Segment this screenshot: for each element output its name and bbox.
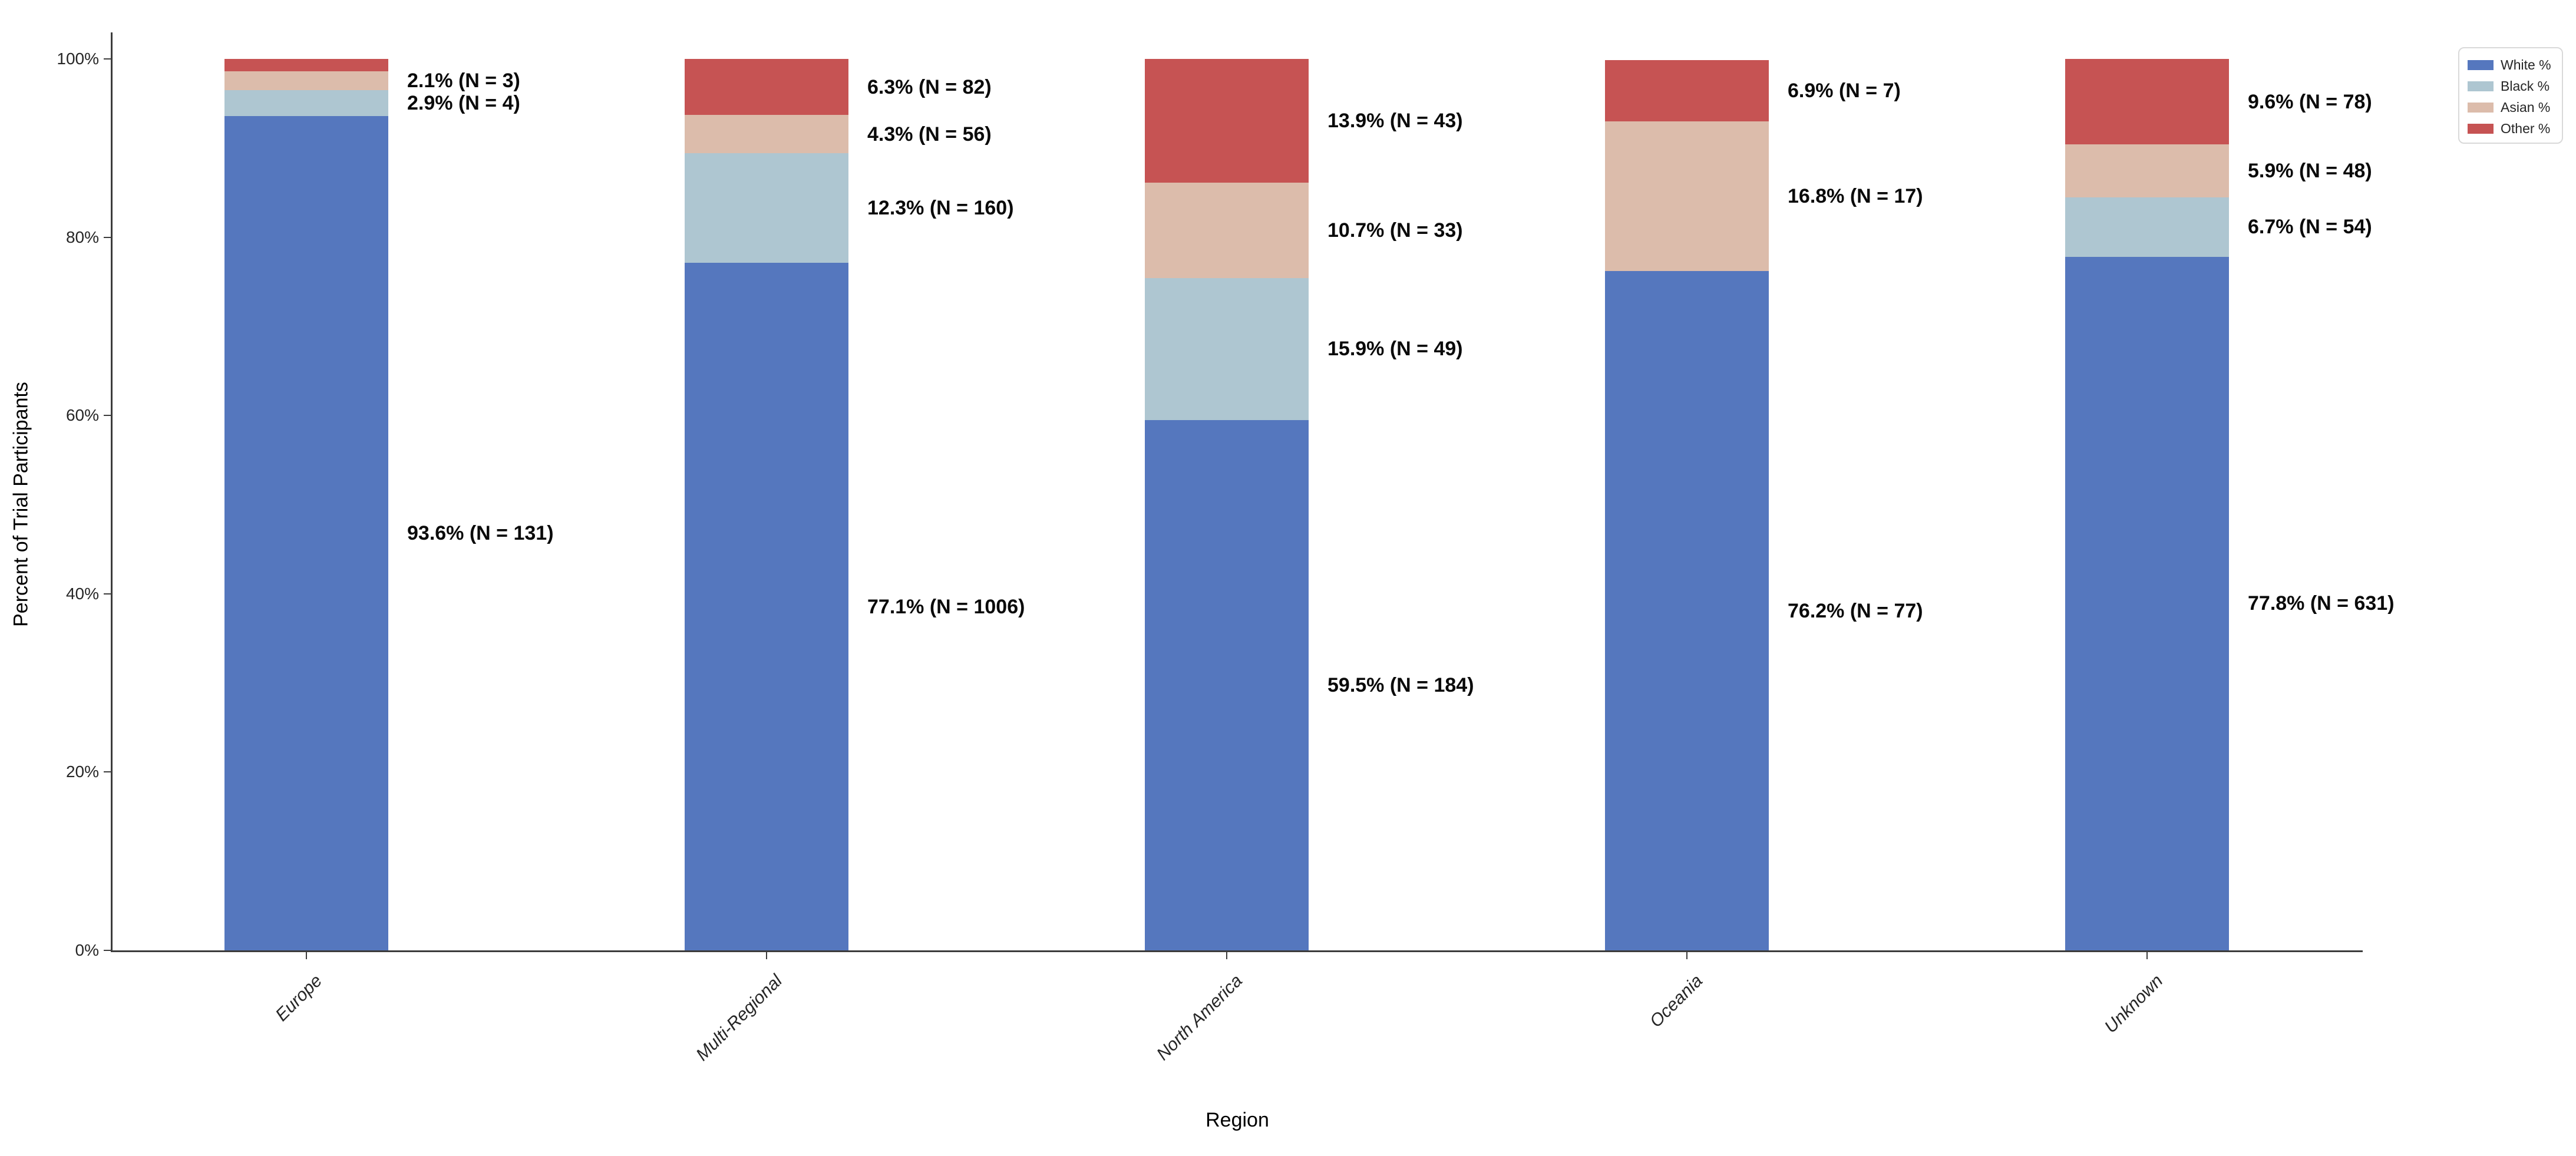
legend-item: Asian % (2468, 100, 2562, 114)
segment-value-label: 16.8% (N = 17) (1788, 185, 1923, 207)
x-tick-mark (2146, 952, 2148, 959)
y-tick-label: 80% (65, 227, 99, 246)
segment-value-label: 9.6% (N = 78) (2248, 90, 2372, 113)
segment-value-label: 13.9% (N = 43) (1327, 110, 1463, 133)
legend-label: White % (2501, 57, 2551, 72)
y-tick-label: 60% (65, 406, 99, 425)
legend-swatch (2468, 60, 2494, 70)
y-tick-label: 0% (75, 941, 99, 959)
segment-value-label: 10.7% (N = 33) (1327, 219, 1463, 242)
legend-label: Asian % (2501, 100, 2551, 115)
legend-item: White % (2468, 58, 2562, 72)
x-tick-label: North America (1153, 971, 1247, 1065)
bar-segment-black-north-america (1145, 278, 1309, 420)
bar-segment-asian-oceania (1605, 121, 1769, 272)
bar-segment-asian-unknown (2065, 144, 2229, 197)
bar-segment-other-multi-regional (685, 59, 848, 115)
y-axis-spine (111, 32, 113, 952)
x-tick-label: Multi-Regional (692, 971, 787, 1065)
bar-segment-black-multi-regional (685, 153, 848, 263)
legend: White % Black % Asian % Other % (2458, 47, 2563, 144)
bar-segment-asian-north-america (1145, 183, 1309, 279)
bar-segment-other-unknown (2065, 59, 2229, 145)
bar-segment-white-europe (224, 115, 388, 950)
bar-segment-white-oceania (1605, 271, 1769, 950)
segment-value-label: 77.1% (N = 1006) (867, 595, 1025, 618)
segment-value-label: 77.8% (N = 631) (2248, 592, 2395, 615)
segment-value-label: 6.9% (N = 7) (1788, 79, 1901, 102)
y-tick-mark (104, 236, 111, 238)
y-tick-mark (104, 415, 111, 417)
segment-value-label: 2.9% (N = 4) (407, 91, 520, 114)
bar-segment-other-north-america (1145, 59, 1309, 183)
x-tick-label: Unknown (2101, 971, 2167, 1037)
segment-value-label: 6.7% (N = 54) (2248, 216, 2372, 239)
legend-label: Black % (2501, 78, 2550, 94)
segment-value-label: 15.9% (N = 49) (1327, 338, 1463, 361)
x-tick-mark (306, 952, 307, 959)
y-tick-mark (104, 58, 111, 60)
bar-segment-white-north-america (1145, 420, 1309, 950)
bar-segment-white-unknown (2065, 256, 2229, 950)
bar-segment-white-multi-regional (685, 263, 848, 950)
bar-segment-other-oceania (1605, 60, 1769, 121)
legend-item: Black % (2468, 79, 2562, 93)
x-tick-label: Europe (272, 971, 326, 1025)
segment-value-label: 4.3% (N = 56) (867, 123, 992, 146)
legend-swatch (2468, 102, 2494, 113)
bar-segment-asian-europe (224, 71, 388, 90)
x-axis-title: Region (1206, 1109, 1269, 1131)
segment-value-label: 2.1% (N = 3) (407, 70, 520, 93)
x-axis-spine (111, 950, 2363, 952)
bar-segment-other-europe (224, 59, 388, 72)
bar-segment-black-europe (224, 90, 388, 116)
x-tick-mark (766, 952, 767, 959)
segment-value-label: 59.5% (N = 184) (1327, 673, 1474, 696)
y-tick-mark (104, 593, 111, 594)
segment-value-label: 93.6% (N = 131) (407, 521, 554, 544)
legend-item: Other % (2468, 121, 2562, 136)
legend-label: Other % (2501, 121, 2551, 136)
x-tick-mark (1686, 952, 1687, 959)
legend-swatch (2468, 123, 2494, 134)
bar-segment-black-unknown (2065, 197, 2229, 257)
segment-value-label: 12.3% (N = 160) (867, 197, 1014, 220)
segment-value-label: 6.3% (N = 82) (867, 75, 992, 98)
x-tick-label: Oceania (1646, 971, 1707, 1032)
legend-swatch (2468, 81, 2494, 91)
segment-value-label: 5.9% (N = 48) (2248, 159, 2372, 182)
y-tick-mark (104, 950, 111, 951)
bar-segment-asian-multi-regional (685, 115, 848, 154)
y-tick-label: 20% (65, 762, 99, 781)
y-tick-label: 40% (65, 584, 99, 603)
y-tick-label: 100% (57, 49, 99, 68)
segment-value-label: 76.2% (N = 77) (1788, 599, 1923, 622)
y-tick-mark (104, 771, 111, 773)
x-tick-mark (1226, 952, 1227, 959)
